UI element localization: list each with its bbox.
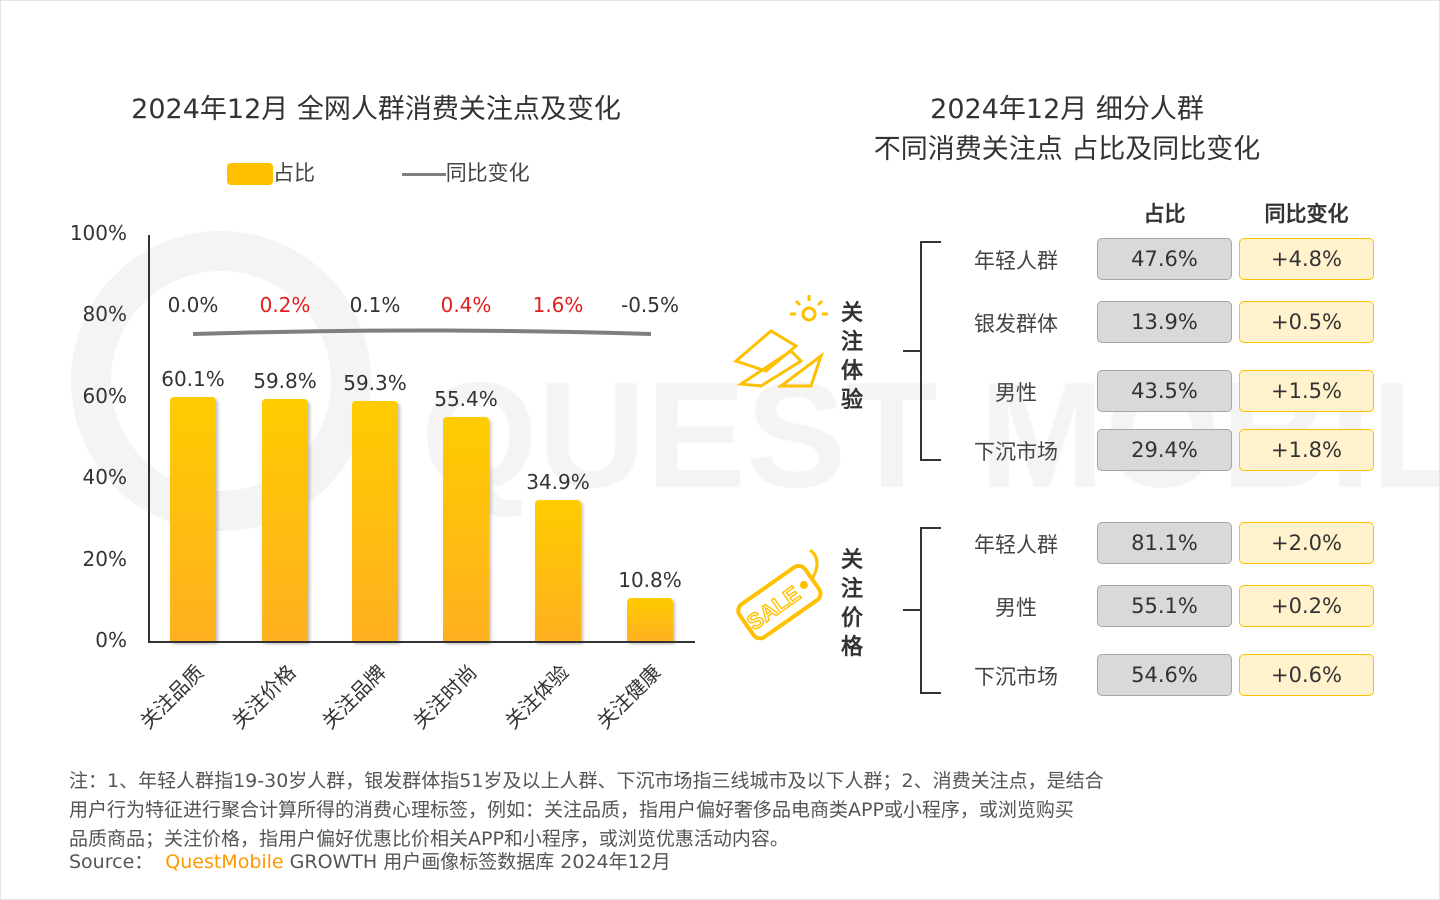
right-title-line1: 2024年12月 细分人群 — [930, 94, 1204, 125]
yoy-value: +4.8% — [1239, 238, 1374, 280]
group-label-char: 体 — [840, 359, 863, 384]
bracket-price — [903, 527, 941, 694]
row-label: 下沉市场 — [974, 440, 1058, 464]
y-tick-label: 60% — [82, 383, 127, 408]
col-header-share: 占比 — [1143, 202, 1186, 226]
row-label: 男性 — [995, 381, 1037, 405]
row-label: 男性 — [995, 596, 1037, 620]
share-value: 47.6% — [1097, 238, 1232, 280]
group-label-char: 注 — [840, 577, 863, 602]
group-label-char: 注 — [840, 330, 863, 355]
y-tick-label: 100% — [69, 221, 127, 245]
bar-value-label: 59.3% — [343, 370, 407, 395]
right-title-line2: 不同消费关注点 占比及同比变化 — [873, 134, 1261, 165]
bar — [443, 416, 489, 642]
legend-bar-swatch — [227, 163, 273, 185]
bar — [262, 398, 308, 642]
yoy-value: +2.0% — [1239, 522, 1374, 564]
note-line: 用户行为特征进行聚合计算所得的消费心理标签，例如：关注品质，指用户偏好奢侈品电商… — [69, 799, 1074, 821]
bracket-experience — [903, 241, 941, 461]
yoy-value: +0.6% — [1239, 654, 1374, 696]
note-line: 品质商品；关注价格，指用户偏好优惠比价相关APP和小程序，或浏览优惠活动内容。 — [69, 828, 789, 850]
bar — [627, 598, 673, 642]
left-chart-title: 2024年12月 全网人群消费关注点及变化 — [131, 94, 621, 125]
legend-line-swatch — [401, 172, 446, 176]
yoy-value: +1.5% — [1239, 370, 1374, 412]
bar-value-label: 10.8% — [618, 568, 682, 593]
bar — [170, 397, 216, 642]
yoy-value-label: 1.6% — [532, 293, 584, 317]
bar — [535, 499, 581, 642]
bar-value-label: 34.9% — [526, 469, 590, 494]
legend-bar-label: 占比 — [273, 161, 315, 185]
share-value: 29.4% — [1097, 429, 1232, 471]
y-tick-label: 20% — [82, 546, 127, 571]
sale-text: SALE — [742, 581, 804, 635]
bar-value-label: 55.4% — [434, 386, 498, 411]
bar-value-label: 59.8% — [253, 368, 317, 393]
yoy-value-label: -0.5% — [620, 293, 680, 317]
row-label: 银发群体 — [974, 312, 1058, 336]
yoy-value: +1.8% — [1239, 429, 1374, 471]
yoy-line — [192, 328, 652, 336]
y-tick-label: 0% — [95, 628, 127, 652]
yoy-value-label: 0.0% — [167, 293, 219, 317]
y-tick-label: 80% — [82, 302, 127, 327]
experience-icon — [733, 295, 828, 388]
yoy-value-label: 0.1% — [349, 293, 401, 317]
share-value: 55.1% — [1097, 585, 1232, 627]
source: Source： QuestMobile GROWTH 用户画像标签数据库 2024年… — [69, 848, 1104, 877]
group-label: 关注价格 — [839, 546, 865, 662]
group-label-char: 关 — [840, 548, 863, 573]
source-brand: QuestMobile — [165, 851, 284, 873]
source-rest: GROWTH 用户画像标签数据库 2024年12月 — [289, 851, 671, 873]
yoy-value: +0.5% — [1239, 301, 1374, 343]
share-value: 54.6% — [1097, 654, 1232, 696]
row-label: 年轻人群 — [974, 249, 1058, 273]
legend: 占比 同比变化 — [227, 157, 530, 187]
yoy-value: +0.2% — [1239, 585, 1374, 627]
yoy-value-label: 0.2% — [259, 293, 311, 317]
y-tick-label: 40% — [82, 465, 127, 490]
sale-tag-icon: SALE — [736, 548, 823, 641]
bar-value-label: 60.1% — [161, 367, 225, 392]
row-label: 下沉市场 — [974, 665, 1058, 689]
share-value: 13.9% — [1097, 301, 1232, 343]
group-label: 关注体验 — [839, 299, 865, 415]
yoy-value-label: 0.4% — [440, 293, 492, 317]
group-label-char: 价 — [840, 606, 863, 631]
group-label-char: 格 — [840, 635, 863, 660]
notes: 注：1、年轻人群指19-30岁人群，银发群体指51岁及以上人群、下沉市场指三线城… — [69, 767, 1104, 877]
group-label-char: 验 — [840, 388, 863, 413]
group-label-char: 关 — [840, 301, 863, 326]
bar — [352, 400, 398, 642]
note-line: 注：1、年轻人群指19-30岁人群，银发群体指51岁及以上人群、下沉市场指三线城… — [69, 770, 1104, 792]
share-value: 81.1% — [1097, 522, 1232, 564]
source-prefix: Source： — [69, 851, 154, 873]
row-label: 年轻人群 — [974, 533, 1058, 557]
col-header-yoy: 同比变化 — [1264, 202, 1349, 226]
share-value: 43.5% — [1097, 370, 1232, 412]
legend-line-label: 同比变化 — [445, 161, 530, 185]
